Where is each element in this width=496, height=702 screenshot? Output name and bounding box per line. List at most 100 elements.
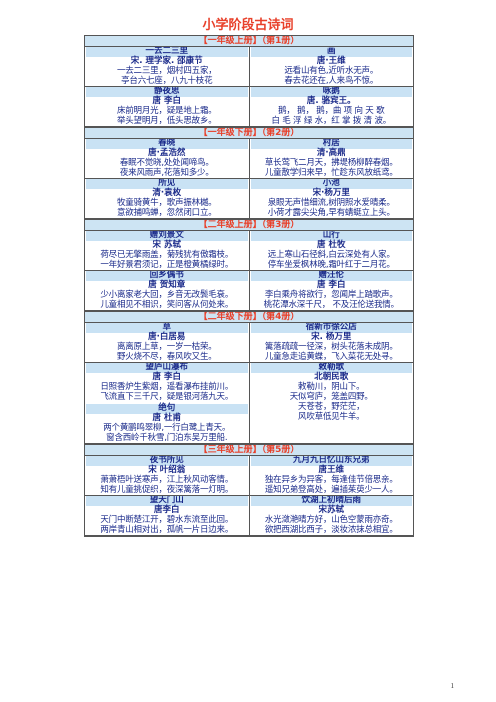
poem-author: 唐李白 bbox=[153, 504, 180, 515]
poem-title: 画 bbox=[250, 47, 412, 57]
poem-row: 赠刘景文宋 苏轼 荷尽已无擎雨盖，菊残犹有傲霜枝。 一年好景君须记，正是橙黄橘绿时。… bbox=[85, 231, 413, 271]
poem-title: 咏鹅 bbox=[250, 87, 412, 97]
poem-line: 鹅， 鹅， 鹅，曲 项 向 天 歌 bbox=[278, 106, 385, 116]
poem-author: 清·高鼎 bbox=[316, 147, 346, 158]
poem-title: 绝句 bbox=[86, 403, 248, 414]
poem-title: 村居 bbox=[250, 139, 412, 149]
poem-title: 静夜思 bbox=[86, 87, 248, 97]
poem-line: 敕勒川，阴山下。 bbox=[298, 382, 365, 392]
poem-line: 萧萧梧叶送寒声，江上秋风动客情。 bbox=[100, 475, 234, 485]
poem-row: 一去二三里 宋. 理学家. 邵康节 一去二三里，烟村四五家， 亭台六七座，八九十枝花画… bbox=[85, 47, 413, 87]
poem-line: 桃花潭水深千尺， 不及汪伦送我情。 bbox=[263, 300, 400, 310]
poem-title: 赠刘景文 bbox=[86, 231, 248, 241]
poem-title: 春晓 bbox=[86, 139, 248, 149]
poem-author: 清·袁枚 bbox=[152, 187, 182, 198]
poem-table: 【一年级上册】（第1册） 一去二三里 宋. 理学家. 邵康节 一去二三里，烟村四五家，… bbox=[84, 35, 414, 537]
poem-line: 牧童骑黄牛，歌声振林樾。 bbox=[116, 198, 217, 208]
poem-author: 宋 苏轼 bbox=[152, 239, 181, 250]
poem-author: 宋. 理学家. 邵康节 bbox=[130, 55, 203, 66]
poem-line: 天似穹庐，笼盖四野。 bbox=[289, 392, 373, 402]
poem-author: 唐 李白 bbox=[152, 95, 181, 106]
poem-line: 知有儿童挑促织，夜深篱落一灯明。 bbox=[100, 485, 234, 495]
poem-title: 夜书所见 bbox=[86, 456, 248, 466]
poem-cell: 一去二三里 宋. 理学家. 邵康节 一去二三里，烟村四五家， 亭台六七座，八九十枝花 bbox=[85, 47, 249, 86]
poem-line: 白 毛 浮 绿 水，红 掌 拨 清 波。 bbox=[271, 116, 392, 126]
poem-author: 唐 贺知章 bbox=[148, 279, 186, 290]
grade-header: 【一年级下册】（第2册） bbox=[85, 127, 413, 139]
poem-line: 草长莺飞二月天，拂堤杨柳醉春烟。 bbox=[264, 158, 398, 168]
poem-author: 宋·杨万里 bbox=[312, 187, 350, 198]
poem-title: 九月九日忆山东兄弟 bbox=[250, 456, 412, 466]
poem-cell: 夜书所见宋 叶绍翁 萧萧梧叶送寒声，江上秋风动客情。 知有儿童挑促织，夜深篱落一灯明… bbox=[85, 456, 249, 495]
poem-row: 夜书所见宋 叶绍翁 萧萧梧叶送寒声，江上秋风动客情。 知有儿童挑促织，夜深篱落一灯明… bbox=[85, 456, 413, 496]
poem-row: 望天门山 唐李白 天门中断楚江开，碧水东流至此回。 两岸青山相对出，孤帆一片日边来。饮… bbox=[85, 496, 413, 536]
poem-author: 北朝民歌 bbox=[314, 371, 349, 382]
poem-line: 风吹草低见牛羊。 bbox=[298, 412, 365, 422]
poem-line: 离离原上草，一岁一枯荣。 bbox=[116, 342, 217, 352]
poem-author: 唐·王维 bbox=[316, 55, 346, 66]
poem-line: 独在异乡为异客，每逢佳节倍思亲。 bbox=[264, 475, 398, 485]
poem-cell: 望天门山 唐李白 天门中断楚江开，碧水东流至此回。 两岸青山相对出，孤帆一片日边来。 bbox=[85, 496, 249, 535]
poem-title: 赠汪伦 bbox=[250, 271, 412, 281]
poem-cell: 九月九日忆山东兄弟 唐王维 独在异乡为异客，每逢佳节倍思亲。 遥知兄弟登高处，遍插茱萸… bbox=[248, 456, 414, 495]
poem-line: 李白乘舟将欲行，忽闻岸上踏歌声。 bbox=[264, 290, 398, 300]
poem-author: 宋. 杨万里 bbox=[311, 331, 352, 342]
poem-line: 荷尽已无擎雨盖，菊残犹有傲霜枝。 bbox=[100, 250, 234, 260]
poem-author: 唐 杜牧 bbox=[317, 239, 346, 250]
poem-line: 飞流直下三千尺，疑是银河落九天。 bbox=[100, 392, 234, 402]
grade-header: 【一年级上册】（第1册） bbox=[85, 36, 413, 47]
poem-cell: 饮湖上初晴后雨 宋苏轼 水光潋滟晴方好，山色空蒙雨亦奇。 欲把西湖比西子，淡妆浓抹总相… bbox=[248, 496, 414, 535]
grade-header: 【二年级下册】（第4册） bbox=[85, 311, 413, 323]
grade-header: 【三年级上册】（第5册） bbox=[85, 444, 413, 456]
poem-line: 床前明月光，疑是地上霜。 bbox=[116, 106, 217, 116]
poem-cell: 望庐山瀑布唐 李白 日照香炉生紫烟，遥看瀑布挂前川。 飞流直下三千尺，疑是银河落九天… bbox=[85, 363, 249, 443]
poem-line: 日照香炉生紫烟，遥看瀑布挂前川。 bbox=[100, 382, 234, 392]
poem-line: 野火烧不尽，春风吹又生。 bbox=[116, 352, 217, 362]
poem-line: 两岸青山相对出，孤帆一片日边来。 bbox=[100, 525, 234, 535]
poem-title: 宿新市徐公店 bbox=[250, 323, 412, 333]
poem-author: 唐 李白 bbox=[152, 371, 181, 382]
poem-line: 窗含西岭千秋雪,门泊东吴万里船. bbox=[106, 433, 228, 443]
page-number: 1 bbox=[450, 682, 455, 690]
poem-cell: 草唐·白居易 离离原上草，一岁一枯荣。 野火烧不尽，春风吹又生。 bbox=[85, 323, 249, 362]
poem-title: 望庐山瀑布 bbox=[86, 363, 248, 373]
poem-title: 回乡偶书 bbox=[86, 271, 248, 281]
poem-line: 夜来风雨声,花落知多少。 bbox=[119, 168, 214, 178]
poem-row: 回乡偶书唐 贺知章 少小离家老大回，乡音无改鬓毛衰。 儿童相见不相识，笑问客从何处来… bbox=[85, 271, 413, 311]
poem-line: 泉眼无声惜细流,树阴照水爱晴柔。 bbox=[267, 198, 395, 208]
poem-title: 所见 bbox=[86, 179, 248, 189]
poem-line: 儿童散学归来早，忙趁东风放纸鸢。 bbox=[264, 168, 398, 178]
poem-line: 遥知兄弟登高处，遍插茱萸少一人。 bbox=[264, 485, 398, 495]
poem-line: 篱落疏疏一径深，树头花落未成阴。 bbox=[264, 342, 398, 352]
poem-cell: 敕勒歌 北朝民歌 敕勒川，阴山下。 天似穹庐，笼盖四野。 天苍苍，野茫茫， 风吹草低见牛羊… bbox=[248, 363, 414, 443]
poem-author: 宋苏轼 bbox=[318, 504, 344, 515]
poem-cell: 春晓 唐·孟浩然 春眠不觉晓,处处闻啼鸟。 夜来风雨声,花落知多少。 bbox=[85, 139, 249, 178]
grade-header: 【二年级上册】（第3册） bbox=[85, 219, 413, 231]
poem-line: 儿童相见不相识，笑问客从何处来。 bbox=[100, 300, 234, 310]
poem-author: 唐. 骆宾王。 bbox=[306, 95, 356, 106]
poem-line: 意欲捕鸣蝉，忽然闭口立。 bbox=[116, 208, 217, 218]
poem-line: 两个黄鹂鸣翠柳,一行白鹭上青天。 bbox=[103, 423, 231, 433]
poem-line: 举头望明月，低头思故乡。 bbox=[116, 116, 217, 126]
poem-author: 唐王维 bbox=[318, 464, 344, 475]
poem-line: 停车坐爱枫林晚,霜叶红于二月花。 bbox=[267, 260, 395, 270]
poem-line: 儿童急走追黄蝶，飞入菜花无处寻。 bbox=[264, 352, 398, 362]
poem-author: 宋 叶绍翁 bbox=[148, 464, 186, 475]
poem-title: 一去二三里 bbox=[86, 47, 248, 57]
poem-cell: 山行唐 杜牧 远上寒山石径斜,白云深处有人家。 停车坐爱枫林晚,霜叶红于二月花。 bbox=[248, 231, 414, 270]
poem-cell: 画唐·王维 远看山有色,近听水无声。 春去花还在,人来鸟不惊。 bbox=[248, 47, 414, 86]
poem-line: 春眠不觉晓,处处闻啼鸟。 bbox=[119, 158, 214, 168]
poem-line: 亭台六七座，八九十枝花 bbox=[121, 76, 213, 86]
poem-line: 水光潋滟晴方好，山色空蒙雨亦奇。 bbox=[264, 515, 398, 525]
poem-cell: 静夜思唐 李白 床前明月光，疑是地上霜。 举头望明月，低头思故乡。 bbox=[85, 87, 249, 126]
poem-line: 天苍苍，野茫茫， bbox=[298, 402, 365, 412]
poem-cell: 回乡偶书唐 贺知章 少小离家老大回，乡音无改鬓毛衰。 儿童相见不相识，笑问客从何处来… bbox=[85, 271, 249, 310]
page-title: 小学阶段古诗词 bbox=[202, 18, 294, 33]
poem-author: 唐 李白 bbox=[317, 279, 346, 290]
poem-author: 唐·白居易 bbox=[148, 331, 186, 342]
poem-row: 春晓 唐·孟浩然 春眠不觉晓,处处闻啼鸟。 夜来风雨声,花落知多少。 村居 清·高鼎 草长莺… bbox=[85, 139, 413, 179]
poem-line: 一年好景君须记，正是橙黄橘绿时。 bbox=[100, 260, 234, 270]
poem-line: 一去二三里，烟村四五家， bbox=[116, 66, 217, 76]
poem-title: 饮湖上初晴后雨 bbox=[250, 496, 412, 506]
poem-author: 唐·孟浩然 bbox=[148, 147, 186, 158]
